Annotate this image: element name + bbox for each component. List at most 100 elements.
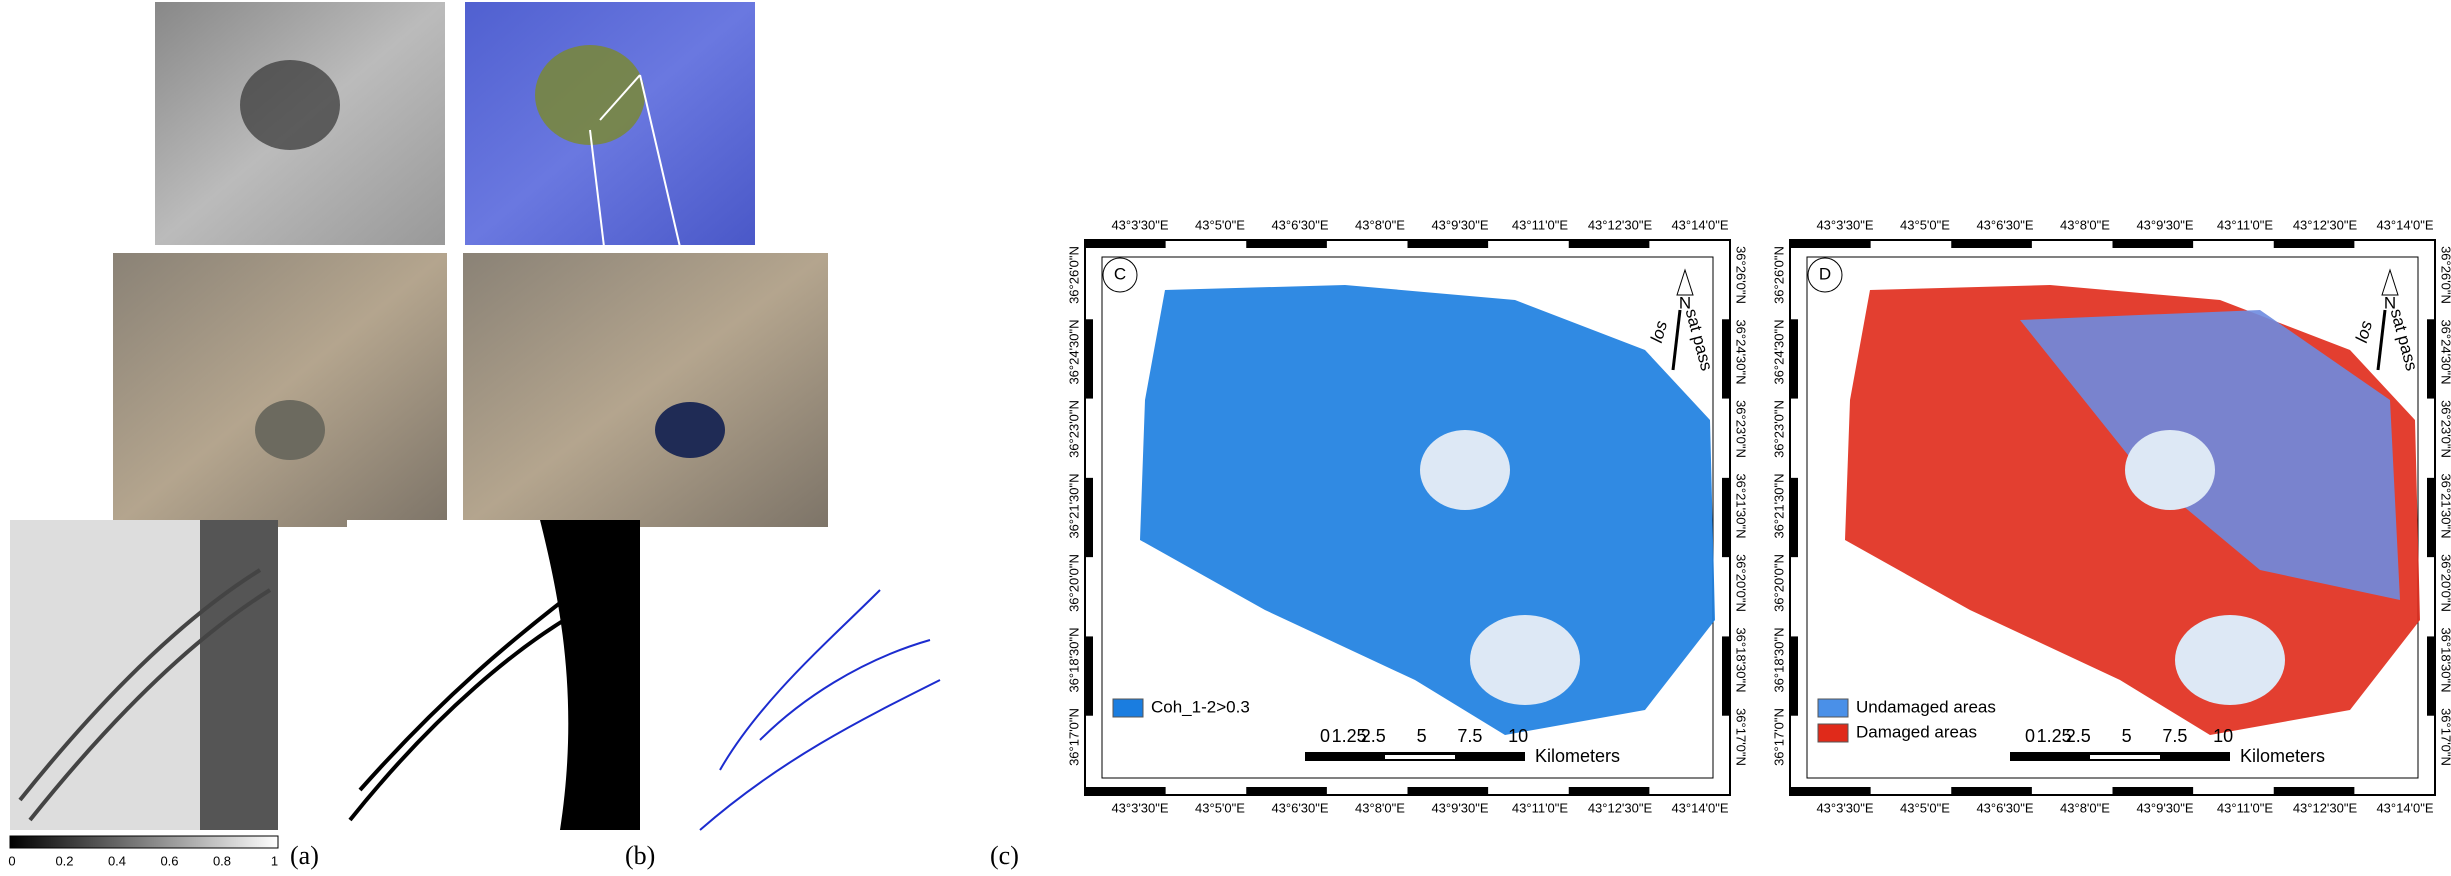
- border-tick: [1722, 319, 1730, 398]
- lon-label: 43°12'30"E: [2293, 800, 2358, 815]
- lon-label: 43°11'0"E: [1512, 217, 1568, 232]
- scale-label: 2.5: [2066, 726, 2091, 746]
- scale-bar: [2090, 755, 2160, 759]
- lat-label: 36°20'0"N: [1066, 554, 1081, 612]
- lat-label: 36°18'30"N: [2439, 627, 2451, 692]
- border-tick: [1569, 240, 1650, 248]
- border-tick: [2274, 787, 2355, 795]
- colorbar-tick: 1: [271, 853, 278, 868]
- border-tick: [2113, 240, 2194, 248]
- scale-unit: Kilometers: [1535, 746, 1620, 766]
- colorbar-tick: 0: [8, 853, 15, 868]
- lon-label: 43°9'30"E: [2136, 800, 2193, 815]
- lon-label: 43°3'30"E: [1816, 800, 1873, 815]
- lat-label: 36°21'30"N: [2439, 473, 2451, 538]
- lat-label: 36°20'0"N: [1734, 554, 1749, 612]
- lon-label: 43°12'30"E: [1588, 217, 1653, 232]
- border-tick: [1085, 319, 1093, 398]
- lon-label: 43°6'30"E: [1976, 217, 2033, 232]
- map-panel: 43°3'30"E43°3'30"E43°5'0"E43°5'0"E43°6'3…: [1066, 217, 1748, 815]
- map-label: C: [1114, 264, 1126, 283]
- scale-label: 5: [2122, 726, 2132, 746]
- legend-label: Undamaged areas: [1856, 697, 1996, 716]
- sar-crop-dark: [200, 520, 278, 830]
- lon-label: 43°5'0"E: [1195, 800, 1245, 815]
- lon-label: 43°11'0"E: [2217, 800, 2273, 815]
- border-tick: [1951, 240, 2032, 248]
- scale-bar: [2190, 752, 2230, 761]
- scale-label: 10: [1508, 726, 1528, 746]
- lon-label: 43°6'30"E: [1976, 800, 2033, 815]
- border-tick: [1790, 787, 1871, 795]
- border-tick: [1085, 240, 1166, 248]
- lat-label: 36°21'30"N: [1734, 473, 1749, 538]
- lat-label: 36°17'0"N: [2439, 708, 2451, 766]
- lat-label: 36°18'30"N: [1771, 627, 1786, 692]
- border-tick: [1790, 240, 1871, 248]
- colorbar-tick: 0.4: [108, 853, 126, 868]
- scale-unit: Kilometers: [2240, 746, 2325, 766]
- clear-area: [2125, 430, 2215, 510]
- lat-label: 36°20'0"N: [1771, 554, 1786, 612]
- legend-swatch: [1818, 699, 1848, 717]
- scale-label: 0: [1320, 726, 1330, 746]
- lon-label: 43°5'0"E: [1195, 217, 1245, 232]
- lat-label: 36°23'0"N: [1734, 400, 1749, 458]
- lat-label: 36°26'0"N: [2439, 246, 2451, 304]
- panel-label: (a): [290, 841, 319, 870]
- colorbar-tick: 0.8: [213, 853, 231, 868]
- lon-label: 43°5'0"E: [1900, 217, 1950, 232]
- stadium: [655, 402, 725, 458]
- border-tick: [1722, 478, 1730, 557]
- lon-label: 43°8'0"E: [1355, 217, 1405, 232]
- clear-area: [2175, 615, 2285, 705]
- lat-label: 36°17'0"N: [1066, 708, 1081, 766]
- lat-label: 36°21'30"N: [1771, 473, 1786, 538]
- lon-label: 43°14'0"E: [2376, 800, 2433, 815]
- lon-label: 43°5'0"E: [1900, 800, 1950, 815]
- lon-label: 43°14'0"E: [1671, 217, 1728, 232]
- legend-label: Damaged areas: [1856, 722, 1977, 741]
- legend-swatch: [1113, 699, 1143, 717]
- lon-label: 43°9'30"E: [1431, 217, 1488, 232]
- lat-label: 36°18'30"N: [1734, 627, 1749, 692]
- legend-label: Coh_1-2>0.3: [1151, 697, 1250, 716]
- optical-photo: [463, 253, 828, 527]
- lon-label: 43°8'0"E: [1355, 800, 1405, 815]
- scale-bar: [1485, 752, 1525, 761]
- border-tick: [2427, 319, 2435, 398]
- border-tick: [1085, 787, 1166, 795]
- scale-label: 2.5: [1361, 726, 1386, 746]
- lon-label: 43°8'0"E: [2060, 800, 2110, 815]
- map-label: D: [1819, 264, 1831, 283]
- border-tick: [1722, 636, 1730, 715]
- optical-photo: [113, 253, 447, 527]
- sar-feature: [240, 60, 340, 150]
- edge-lines: [700, 590, 940, 830]
- lat-label: 36°17'0"N: [1771, 708, 1786, 766]
- lon-label: 43°3'30"E: [1111, 800, 1168, 815]
- lon-label: 43°3'30"E: [1111, 217, 1168, 232]
- lat-label: 36°24'30"N: [1066, 319, 1081, 384]
- lon-label: 43°12'30"E: [2293, 217, 2358, 232]
- lat-label: 36°23'0"N: [1771, 400, 1786, 458]
- border-tick: [2274, 240, 2355, 248]
- lat-label: 36°23'0"N: [1066, 400, 1081, 458]
- legend-swatch: [1818, 724, 1848, 742]
- border-tick: [2427, 478, 2435, 557]
- figure: (a)(b)(c)00.20.40.60.8143°3'30"E43°3'30"…: [0, 0, 2451, 876]
- border-tick: [1408, 240, 1489, 248]
- lat-label: 36°18'30"N: [1066, 627, 1081, 692]
- colorbar: [10, 836, 278, 848]
- lon-label: 43°8'0"E: [2060, 217, 2110, 232]
- lat-label: 36°24'30"N: [1771, 319, 1786, 384]
- border-tick: [1408, 787, 1489, 795]
- lon-label: 43°3'30"E: [1816, 217, 1873, 232]
- border-tick: [1569, 787, 1650, 795]
- border-tick: [1790, 319, 1798, 398]
- lat-label: 36°23'0"N: [2439, 400, 2451, 458]
- border-tick: [1085, 478, 1093, 557]
- border-tick: [1790, 478, 1798, 557]
- colorbar-tick: 0.6: [160, 853, 178, 868]
- lat-label: 36°26'0"N: [1734, 246, 1749, 304]
